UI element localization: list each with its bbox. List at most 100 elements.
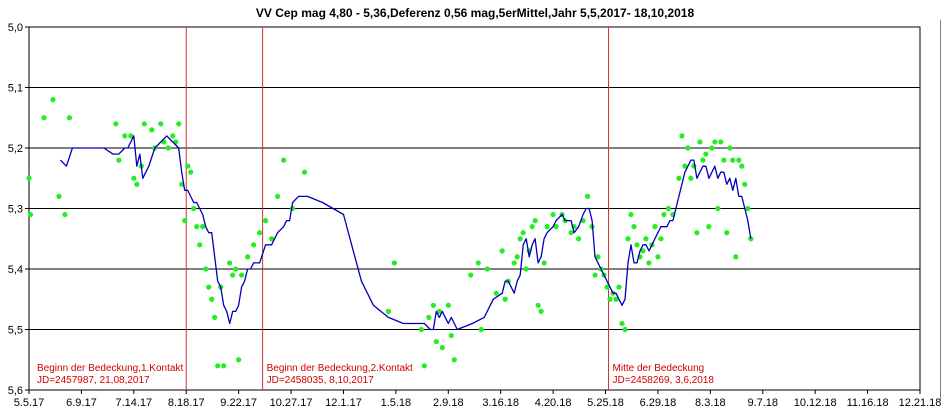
y-tick-label: 5,2 — [8, 143, 23, 155]
data-point — [26, 175, 32, 181]
data-point — [724, 230, 730, 236]
x-tick-label: 6.9.17 — [66, 397, 97, 409]
data-point — [706, 224, 712, 230]
data-point — [131, 175, 137, 181]
data-point — [679, 133, 685, 139]
data-point — [251, 242, 257, 248]
data-point — [646, 260, 652, 266]
data-point — [607, 296, 613, 302]
data-point — [239, 272, 245, 278]
data-point — [426, 314, 432, 320]
event-marker-jd: JD=2458035, 8,10,2017 — [267, 375, 374, 386]
data-point — [206, 284, 212, 290]
data-point — [263, 218, 269, 224]
x-tick-label: 9.7.18 — [747, 397, 778, 409]
data-point — [685, 145, 691, 151]
data-point — [613, 296, 619, 302]
data-point — [535, 302, 541, 308]
x-tick-label: 8.18.17 — [168, 397, 205, 409]
x-tick-label: 7.14.17 — [115, 397, 152, 409]
scatter-series — [26, 97, 754, 369]
data-point — [604, 284, 610, 290]
data-point — [221, 363, 227, 369]
data-point — [502, 296, 508, 302]
data-point — [257, 230, 263, 236]
data-point — [227, 260, 233, 266]
data-point — [188, 169, 194, 175]
data-point — [625, 236, 631, 242]
x-tick-label: 8.3.18 — [695, 397, 726, 409]
data-point — [661, 211, 667, 218]
data-point — [128, 133, 134, 139]
data-point — [122, 133, 128, 139]
data-point — [730, 157, 736, 163]
data-point — [445, 302, 451, 308]
data-point — [628, 211, 634, 218]
data-point — [484, 266, 490, 272]
data-point — [50, 97, 56, 103]
event-markers: Beginn der Bedeckung,1.KontaktJD=2457987… — [37, 27, 714, 390]
data-point — [544, 224, 550, 230]
data-point — [236, 357, 242, 363]
data-point — [176, 121, 182, 127]
data-point — [739, 163, 745, 169]
data-point — [631, 224, 637, 230]
right-edge-line — [940, 20, 941, 400]
data-point — [541, 260, 547, 266]
data-point — [62, 211, 68, 218]
data-point — [616, 284, 622, 290]
data-point — [391, 260, 397, 266]
data-point — [721, 157, 727, 163]
data-point — [727, 145, 733, 151]
data-point — [478, 326, 484, 333]
data-point — [553, 224, 559, 230]
data-point — [499, 248, 505, 254]
data-point — [468, 272, 474, 278]
data-point — [619, 320, 625, 327]
data-point — [439, 345, 445, 351]
event-marker-label: Mitte der Bedeckung — [613, 363, 705, 374]
data-point — [245, 254, 251, 260]
data-point — [682, 163, 688, 169]
data-point — [712, 139, 718, 145]
data-point — [215, 363, 221, 369]
x-tick-label: 11.16.18 — [847, 397, 889, 409]
event-marker-label: Beginn der Bedeckung,2.Kontakt — [267, 363, 413, 374]
data-point — [523, 266, 529, 272]
data-point — [703, 151, 709, 157]
data-point — [113, 121, 119, 127]
y-tick-label: 5,6 — [8, 385, 23, 397]
data-point — [584, 193, 591, 199]
data-point — [532, 218, 538, 224]
data-point — [694, 230, 700, 236]
data-point — [658, 236, 664, 242]
data-point — [655, 254, 661, 260]
data-point — [165, 145, 171, 151]
x-tick-label: 3.16.18 — [482, 397, 519, 409]
data-point — [233, 266, 239, 272]
data-point — [194, 224, 200, 230]
data-point — [66, 115, 73, 121]
data-point — [141, 121, 147, 127]
event-marker-jd: JD=2458269, 3,6,2018 — [613, 375, 715, 386]
data-point — [149, 127, 155, 133]
data-point — [634, 242, 640, 248]
data-point — [182, 218, 188, 224]
data-point — [665, 205, 672, 212]
data-point — [745, 205, 751, 212]
data-point — [185, 163, 191, 169]
x-tick-label: 12.1.17 — [325, 397, 362, 409]
data-point — [430, 302, 436, 308]
data-point — [200, 224, 206, 230]
data-point — [493, 290, 499, 296]
running-mean-line — [59, 135, 752, 331]
data-point — [116, 157, 122, 163]
data-point — [197, 242, 203, 248]
data-point — [418, 326, 424, 333]
data-point — [595, 254, 601, 260]
data-point — [538, 308, 544, 314]
data-point — [209, 296, 215, 302]
